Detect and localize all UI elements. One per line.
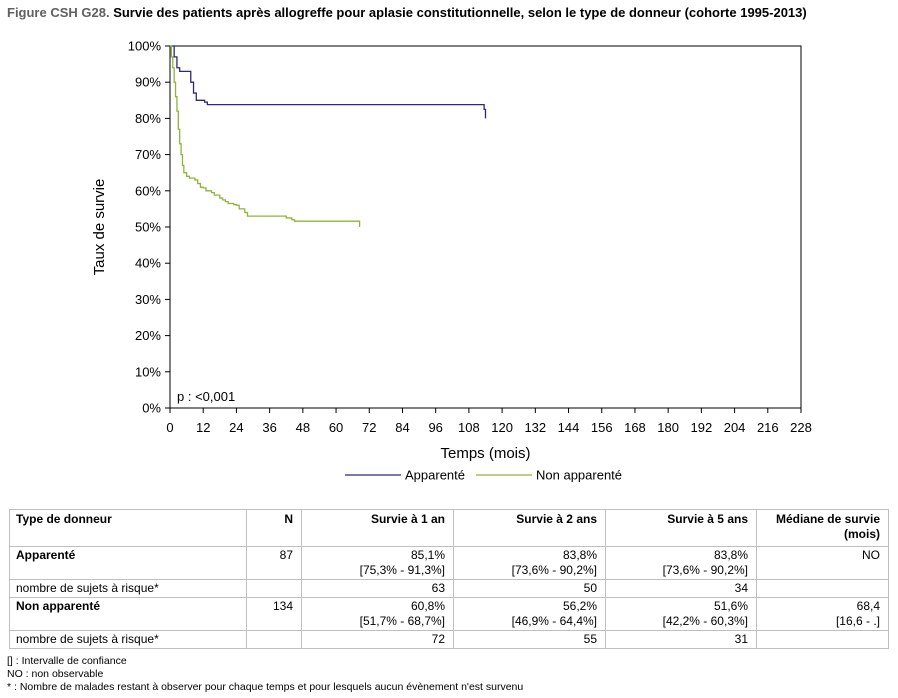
value: 83,8% (713, 548, 748, 562)
x-tick-label: 180 (657, 420, 679, 435)
x-tick-label: 108 (458, 420, 480, 435)
legend-label: Non apparenté (536, 468, 622, 483)
cell-s2: 56,2% [46,9% - 64,4%] (453, 597, 606, 631)
x-tick-label: 192 (691, 420, 713, 435)
value: 60,8% (410, 599, 445, 613)
x-axis-label: Temps (mois) (440, 445, 530, 462)
x-tick-label: 144 (558, 420, 580, 435)
cell-r1: 72 (301, 630, 454, 649)
series-line-1 (170, 45, 487, 119)
cell-median: 68,4 [16,6 - .] (756, 597, 889, 631)
x-tick-label: 204 (724, 420, 746, 435)
x-tick-label: 36 (262, 420, 276, 435)
legend-label: Apparenté (405, 468, 465, 483)
legend: Apparenté Non apparenté (345, 468, 622, 483)
x-tick-label: 12 (196, 420, 210, 435)
cell-s1: 85,1% [75,3% - 91,3%] (301, 546, 454, 580)
survival-chart: 0% 10% 20% 30% 40% 50% 60% 70% 80% 90% 100% 0 12 24 3… (91, 39, 812, 483)
table-header-row: Type de donneur N Survie à 1 an Survie à… (9, 509, 889, 547)
cell-s1: 60,8% [51,7% - 68,7%] (301, 597, 454, 631)
row-n: 87 (246, 546, 302, 580)
figure-title: Figure CSH G28. Survie des patients aprè… (7, 5, 807, 20)
cell-r5: 34 (605, 579, 757, 598)
x-tick-label: 120 (491, 420, 513, 435)
x-tick-label: 72 (362, 420, 376, 435)
confidence-interval: [73,6% - 90,2%] (511, 563, 597, 577)
y-tick-label: 50% (135, 220, 161, 235)
y-axis-label: Taux de survie (91, 179, 108, 276)
cell-r5: 31 (605, 630, 757, 649)
row-n (246, 630, 302, 649)
y-tick-label: 70% (135, 147, 161, 162)
header-median: Médiane de survie (mois) (756, 509, 889, 547)
series-line-2 (170, 45, 361, 227)
y-tick-label: 10% (135, 364, 161, 379)
x-tick-label: 84 (395, 420, 409, 435)
y-tick-label: 30% (135, 292, 161, 307)
cell-r2: 50 (453, 579, 606, 598)
footnotes: [] : Intervalle de confiance NO : non ob… (7, 655, 523, 694)
header-donor-type: Type de donneur (9, 509, 247, 547)
x-tick-label: 228 (790, 420, 812, 435)
x-tick-label: 48 (296, 420, 310, 435)
y-tick-label: 100% (128, 39, 162, 54)
header-survival-2y: Survie à 2 ans (453, 509, 606, 547)
y-tick-label: 20% (135, 328, 161, 343)
cell-median (756, 630, 889, 649)
cell-s5: 51,6% [42,2% - 60,3%] (605, 597, 757, 631)
value: 83,8% (562, 548, 597, 562)
figure-label: Figure CSH G28. (7, 5, 110, 20)
x-tick-label: 96 (428, 420, 442, 435)
footnote-no: NO : non observable (7, 668, 104, 680)
table-row-apparente: Apparenté 87 85,1% [75,3% - 91,3%] 83,8%[… (9, 546, 889, 580)
figure-title-text: Survie des patients après allogreffe pou… (109, 5, 807, 20)
y-tick-label: 80% (135, 111, 161, 126)
table-row-non-apparente: Non apparenté 134 60,8% [51,7% - 68,7%] 5… (9, 597, 889, 631)
table-row-risk: nombre de sujets à risque* 63 50 34 (9, 579, 889, 598)
p-value-annotation: p : <0,001 (177, 389, 235, 404)
row-label: Apparenté (9, 546, 247, 580)
row-label: Non apparenté (9, 597, 247, 631)
confidence-interval: [42,2% - 60,3%] (662, 614, 748, 628)
table-row-risk: nombre de sujets à risque* 72 55 31 (9, 630, 889, 649)
cell-r2: 55 (453, 630, 606, 649)
cell-s5: 83,8% [73,6% - 90,2%] (605, 546, 757, 580)
confidence-interval: [51,7% - 68,7%] (359, 614, 445, 628)
survival-table: Type de donneur N Survie à 1 an Survie à… (9, 509, 889, 649)
value: 68,4 (856, 599, 880, 613)
value: 85,1% (410, 548, 445, 562)
y-tick-label: 40% (135, 256, 161, 271)
row-label: nombre de sujets à risque* (9, 579, 247, 598)
x-tick-label: 0 (166, 420, 173, 435)
confidence-interval: [16,6 - .] (835, 614, 880, 628)
confidence-interval: [73,6% - 90,2%] (662, 563, 748, 577)
y-tick-label: 0% (142, 401, 161, 416)
x-tick-label: 132 (524, 420, 546, 435)
footnote-risk: * : Nombre de malades restant à observer… (7, 681, 524, 693)
value: 51,6% (713, 599, 748, 613)
y-tick-label: 90% (135, 75, 161, 90)
x-tick-label: 168 (624, 420, 646, 435)
plot-frame (169, 45, 802, 409)
row-n: 134 (246, 597, 302, 631)
header-survival-5y: Survie à 5 ans (605, 509, 757, 547)
header-survival-1y: Survie à 1 an (301, 509, 454, 547)
confidence-interval: [46,9% - 64,4%] (511, 614, 597, 628)
cell-median (756, 579, 889, 598)
cell-median: NO (756, 546, 889, 580)
footnote-ci: [] : Intervalle de confiance (7, 655, 127, 667)
y-tick-label: 60% (135, 183, 161, 198)
x-tick-label: 24 (229, 420, 243, 435)
x-tick-label: 216 (757, 420, 779, 435)
row-n (246, 579, 302, 598)
cell-s2: 83,8% [73,6% - 90,2%] (453, 546, 606, 580)
x-tick-label: 60 (329, 420, 343, 435)
value: 56,2% (562, 599, 597, 613)
x-tick-label: 156 (591, 420, 613, 435)
confidence-interval: [75,3% - 91,3%] (359, 563, 445, 577)
header-n: N (246, 509, 302, 547)
cell-r1: 63 (301, 579, 454, 598)
row-label: nombre de sujets à risque* (9, 630, 247, 649)
value: NO (862, 548, 880, 562)
